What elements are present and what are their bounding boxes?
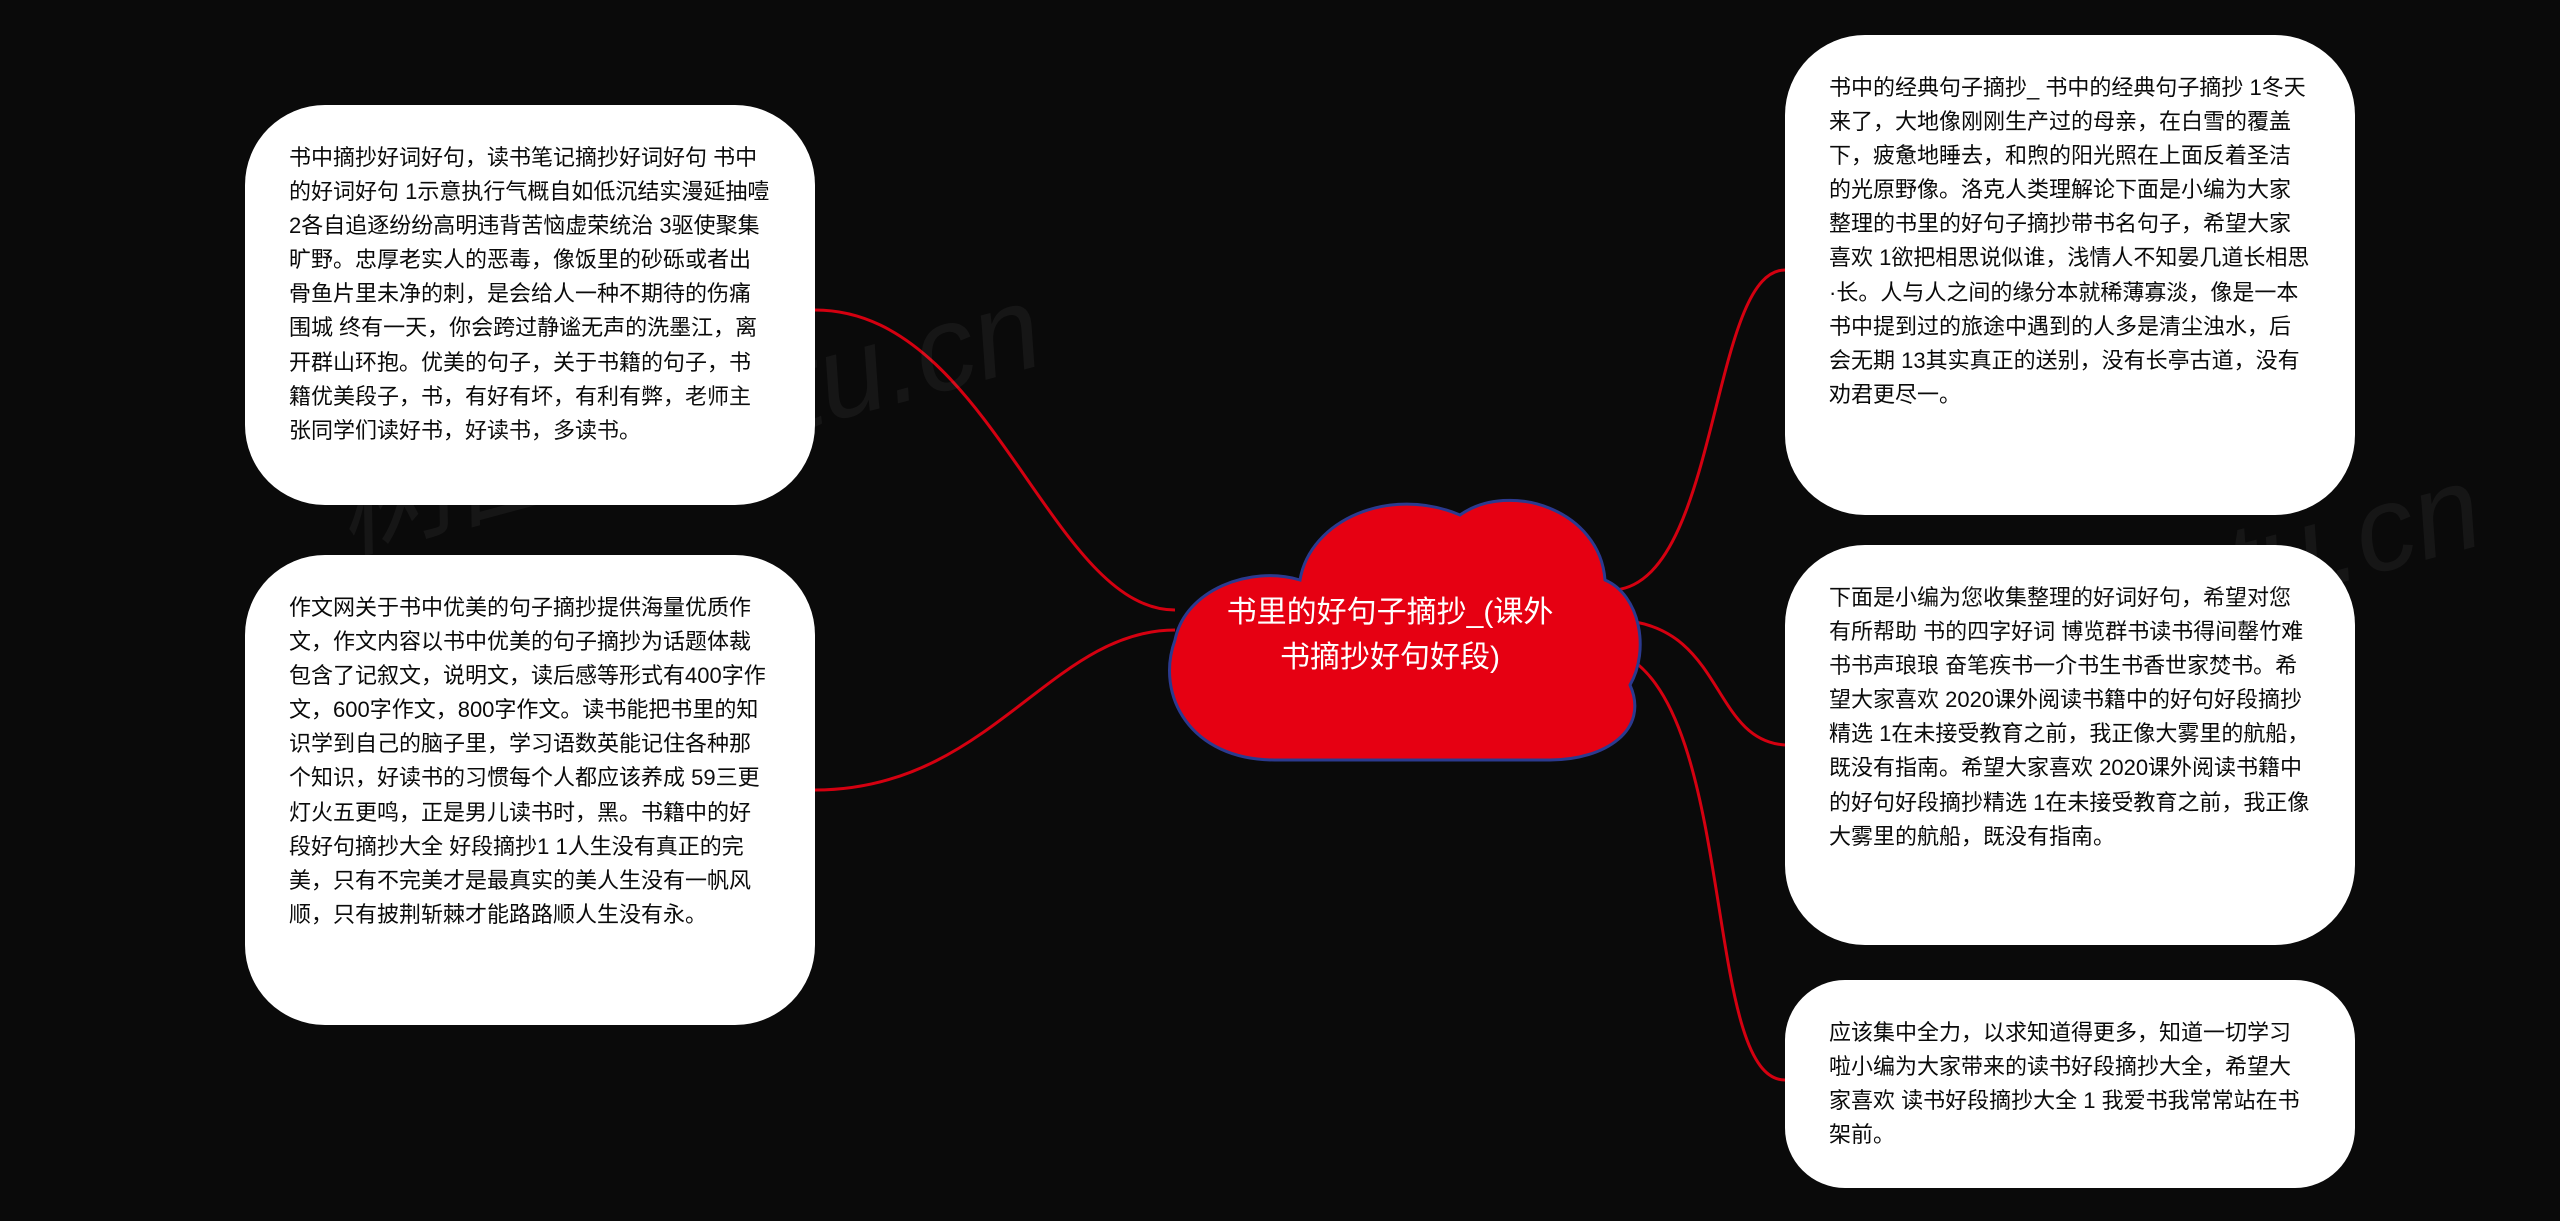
center-title-line1: 书里的好句子摘抄_(课外 xyxy=(1227,596,1554,629)
connector xyxy=(815,630,1175,790)
node-text: 书中的经典句子摘抄_ 书中的经典句子摘抄 1冬天来了，大地像刚刚生产过的母亲，在… xyxy=(1829,75,2309,407)
node-text: 应该集中全力，以求知道得更多，知道一切学习啦小编为大家带来的读书好段摘抄大全，希… xyxy=(1829,1020,2300,1147)
center-title-line2: 书摘抄好句好段) xyxy=(1280,641,1500,674)
node-text: 书中摘抄好词好句，读书笔记摘抄好词好句 书中的好词好句 1示意执行气概自如低沉结… xyxy=(289,145,769,443)
center-title: 书里的好句子摘抄_(课外 书摘抄好句好段) xyxy=(1220,590,1560,680)
connector xyxy=(815,310,1175,610)
node-left-bottom: 作文网关于书中优美的句子摘抄提供海量优质作文，作文内容以书中优美的句子摘抄为话题… xyxy=(245,555,815,1025)
node-right-mid: 下面是小编为您收集整理的好词好句，希望对您有所帮助 书的四字好词 博览群书读书得… xyxy=(1785,545,2355,945)
node-left-top: 书中摘抄好词好句，读书笔记摘抄好词好句 书中的好词好句 1示意执行气概自如低沉结… xyxy=(245,105,815,505)
mindmap-canvas: 书里的好句子摘抄_(课外 书摘抄好句好段) 书中摘抄好词好句，读书笔记摘抄好词好… xyxy=(0,0,2560,1221)
node-right-bottom: 应该集中全力，以求知道得更多，知道一切学习啦小编为大家带来的读书好段摘抄大全，希… xyxy=(1785,980,2355,1188)
node-right-top: 书中的经典句子摘抄_ 书中的经典句子摘抄 1冬天来了，大地像刚刚生产过的母亲，在… xyxy=(1785,35,2355,515)
node-text: 下面是小编为您收集整理的好词好句，希望对您有所帮助 书的四字好词 博览群书读书得… xyxy=(1829,585,2309,849)
node-text: 作文网关于书中优美的句子摘抄提供海量优质作文，作文内容以书中优美的句子摘抄为话题… xyxy=(289,595,766,927)
